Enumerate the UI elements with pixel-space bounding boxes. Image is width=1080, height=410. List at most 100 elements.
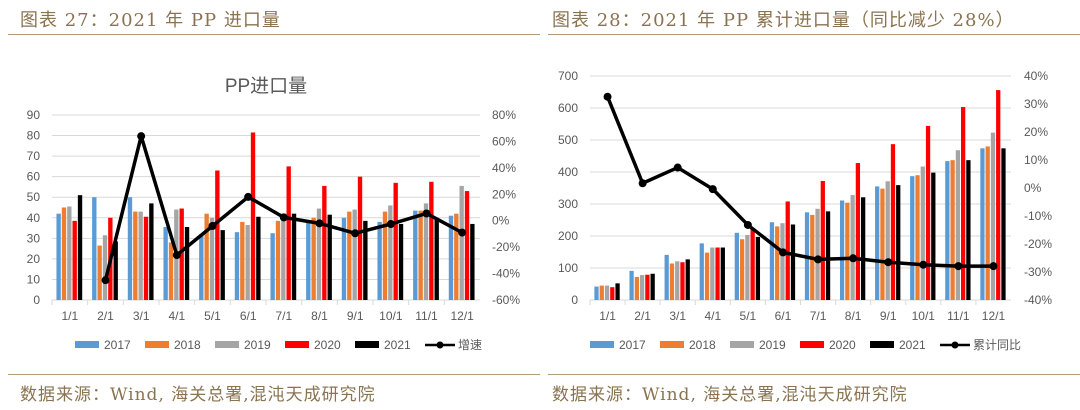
legend-swatch-2020 — [285, 341, 309, 348]
y-tick-label: 0 — [571, 293, 578, 307]
bar-2018 — [347, 211, 352, 300]
legend-swatch-2021 — [355, 341, 379, 348]
line-point — [919, 260, 928, 269]
bar-2021 — [1001, 148, 1006, 300]
bar-2020 — [72, 220, 77, 300]
bar-2020 — [357, 176, 363, 300]
y-tick-label: 60 — [27, 170, 41, 184]
bar-2018 — [915, 175, 920, 300]
y2-tick-label: -10% — [1024, 209, 1052, 223]
bar-2017 — [980, 148, 985, 300]
y-tick-label: 20 — [27, 252, 41, 266]
bar-2017 — [910, 176, 915, 300]
bar-2017 — [945, 161, 950, 300]
legend-label: 2021 — [899, 338, 926, 352]
x-tick-label: 10/1 — [912, 309, 936, 323]
legend-label: 2021 — [384, 338, 411, 352]
y-tick-label: 40 — [27, 211, 41, 225]
bar-2019 — [604, 285, 610, 300]
y-tick-label: 100 — [558, 261, 578, 275]
line-point — [814, 255, 823, 264]
legend-label: 2017 — [619, 338, 646, 352]
left-chart: PP进口量 0 10 20 30 40 50 60 70 80 90 -60% -40% -20% 0% 20… — [27, 75, 521, 352]
bar-2018 — [168, 242, 174, 300]
bar-2017 — [92, 197, 97, 300]
bar-2021 — [861, 197, 866, 300]
x-tick-label: 1/1 — [61, 309, 78, 323]
bar-2019 — [459, 185, 464, 300]
line-point — [673, 163, 682, 172]
line-point — [638, 179, 647, 188]
bar-2021 — [220, 230, 225, 300]
x-tick-label: 10/1 — [379, 309, 403, 323]
x-tick-label: 11/1 — [947, 309, 970, 323]
bar-2020 — [322, 185, 327, 300]
line-point — [884, 258, 893, 267]
bar-2021 — [615, 283, 620, 300]
bar-2018 — [275, 220, 281, 300]
x-tick-label: 5/1 — [740, 309, 757, 323]
y-tick-label: 600 — [558, 101, 578, 115]
legend-swatch-2021 — [870, 341, 894, 348]
legend-label: 2018 — [174, 338, 201, 352]
x-tick-label: 2/1 — [634, 309, 651, 323]
bar-2018 — [634, 276, 639, 300]
bar-2020 — [996, 90, 1001, 300]
bar-2021 — [685, 259, 690, 300]
bar-2020 — [890, 144, 896, 300]
bar-2019 — [67, 206, 72, 300]
line-point — [208, 222, 217, 230]
x-tick-label: 6/1 — [775, 309, 792, 323]
bar-2019 — [388, 205, 393, 300]
bar-2018 — [97, 245, 102, 300]
line-point — [172, 251, 181, 260]
bar-2017 — [341, 217, 347, 300]
y2-tick-label: -40% — [492, 267, 520, 281]
bar-2019 — [102, 235, 108, 300]
bar-2021 — [256, 216, 261, 300]
bar-2019 — [920, 166, 925, 300]
y-tick-label: 500 — [558, 133, 578, 147]
bar-2019 — [245, 224, 250, 300]
bar-2021 — [470, 223, 475, 300]
x-tick-label: 1/1 — [599, 309, 616, 323]
bar-2019 — [745, 235, 750, 300]
bar-2017 — [839, 200, 845, 300]
legend-label: 2020 — [314, 338, 341, 352]
legend-swatch-2018 — [145, 341, 169, 348]
bar-2017 — [875, 186, 880, 300]
y-tick-label: 80 — [27, 129, 41, 143]
line-累计同比 — [605, 96, 994, 268]
bar-2018 — [845, 202, 850, 300]
x-tick-label: 4/1 — [168, 309, 185, 323]
bar-2017 — [594, 286, 599, 300]
bar-2018 — [985, 146, 990, 300]
y2-tick-label: 40% — [492, 161, 516, 175]
line-point — [101, 276, 110, 285]
bar-2021 — [650, 273, 655, 300]
bar-2017 — [270, 233, 275, 300]
x-tick-label: 7/1 — [810, 309, 827, 323]
y2-tick-label: 30% — [1024, 97, 1048, 111]
bar-2020 — [680, 262, 685, 300]
bar-2017 — [234, 232, 240, 300]
line-point — [603, 92, 612, 101]
line-point — [137, 132, 146, 141]
bar-2018 — [418, 210, 423, 300]
line-point — [743, 220, 752, 229]
bar-2018 — [880, 188, 885, 300]
bar-2017 — [199, 234, 204, 300]
bar-2020 — [715, 247, 720, 300]
left-figure-header: 图表 27：2021 年 PP 进口量 — [20, 10, 281, 31]
line-point — [422, 209, 431, 218]
bar-2020 — [464, 191, 470, 300]
legend-label: 累计同比 — [973, 338, 1021, 352]
x-tick-label: 9/1 — [880, 309, 897, 323]
y2-tick-label: 10% — [1024, 153, 1048, 167]
bar-2021 — [966, 160, 971, 300]
bar-2019 — [352, 209, 357, 300]
line-point — [315, 219, 324, 228]
bar-2017 — [377, 221, 382, 300]
right-chart: 0 100 200 300 400 500 600 700 -40% -30% -20% -10% 0%… — [558, 69, 1052, 352]
x-tick-label: 7/1 — [275, 309, 292, 323]
